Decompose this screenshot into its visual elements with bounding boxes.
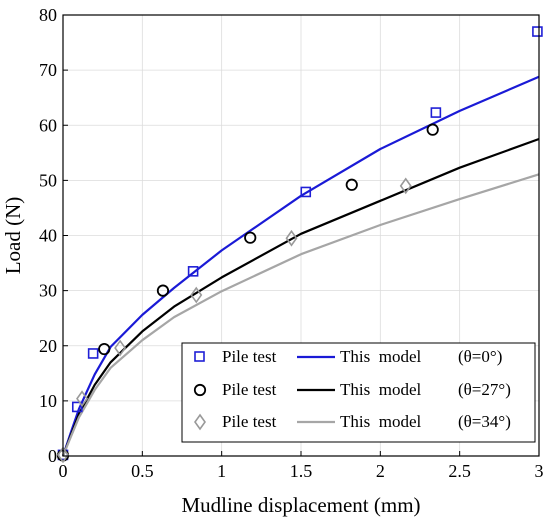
- y-tick-label: 30: [39, 281, 57, 301]
- data-point-square: [300, 186, 312, 198]
- legend-marker-label: Pile test: [222, 347, 277, 366]
- data-point-diamond: [76, 390, 89, 408]
- y-tick-label: 10: [39, 391, 57, 411]
- legend-row-3: Pile test This model (θ=34°): [194, 412, 511, 431]
- legend-line-label: This model: [340, 380, 421, 399]
- legend-row-1: Pile test This model (θ=0°): [194, 347, 502, 366]
- data-point-square: [532, 26, 543, 37]
- data-point-square: [187, 266, 199, 277]
- grid: [63, 15, 539, 456]
- data-point-square: [430, 107, 442, 118]
- data-point-circle: [244, 231, 257, 244]
- legend-circle-marker-icon: [193, 383, 207, 397]
- legend-line-label: This model: [340, 347, 421, 366]
- y-tick-label: 70: [39, 60, 57, 80]
- y-tick-label: 20: [39, 336, 57, 356]
- data-point-diamond: [114, 339, 127, 357]
- data-point-diamond: [285, 229, 298, 247]
- x-tick-label: 0: [59, 461, 68, 481]
- model-curve: [61, 75, 540, 457]
- data-point-square: [87, 348, 99, 359]
- legend-theta-label: (θ=34°): [458, 412, 511, 431]
- data-point-diamond: [190, 286, 203, 304]
- model-curve: [61, 173, 540, 457]
- y-tick-label: 60: [39, 115, 57, 135]
- legend-theta-label: (θ=27°): [458, 380, 511, 399]
- legend-diamond-marker-icon: [194, 413, 206, 431]
- data-point-circle: [426, 123, 439, 136]
- legend-theta-label: (θ=0°): [458, 347, 502, 366]
- legend-box: [181, 342, 536, 443]
- legend-marker-label: Pile test: [222, 412, 277, 431]
- x-axis-title: Mudline displacement (mm): [181, 493, 420, 517]
- x-tick-label: 0.5: [131, 461, 154, 481]
- legend-line-label: This model: [340, 412, 421, 431]
- legend: Pile test This model (θ=0°) Pile test Th…: [181, 342, 536, 443]
- legend-marker-label: Pile test: [222, 380, 277, 399]
- plot-frame: [62, 14, 540, 457]
- model-curve: [61, 137, 540, 457]
- data-point-circle: [98, 342, 111, 356]
- x-tick-label: 1.5: [290, 461, 313, 481]
- x-tick-label: 3: [535, 461, 544, 481]
- y-tick-label: 80: [39, 5, 57, 25]
- data-point-circle: [156, 284, 170, 297]
- y-axis-title: Load (N): [1, 197, 25, 275]
- series-layer: [56, 26, 543, 464]
- legend-row-2: Pile test This model (θ=27°): [193, 380, 511, 399]
- x-tick-label: 2.5: [448, 461, 471, 481]
- y-tick-label: 0: [48, 446, 57, 466]
- y-tick-label: 40: [39, 226, 57, 246]
- data-point-circle: [345, 178, 358, 191]
- y-tick-label: 50: [39, 170, 57, 190]
- legend-square-marker-icon: [194, 351, 205, 362]
- data-point-diamond: [399, 177, 412, 195]
- x-tick-label: 1: [217, 461, 226, 481]
- data-point-diamond: [57, 446, 69, 464]
- x-tick-label: 2: [376, 461, 385, 481]
- data-point-square: [71, 401, 83, 413]
